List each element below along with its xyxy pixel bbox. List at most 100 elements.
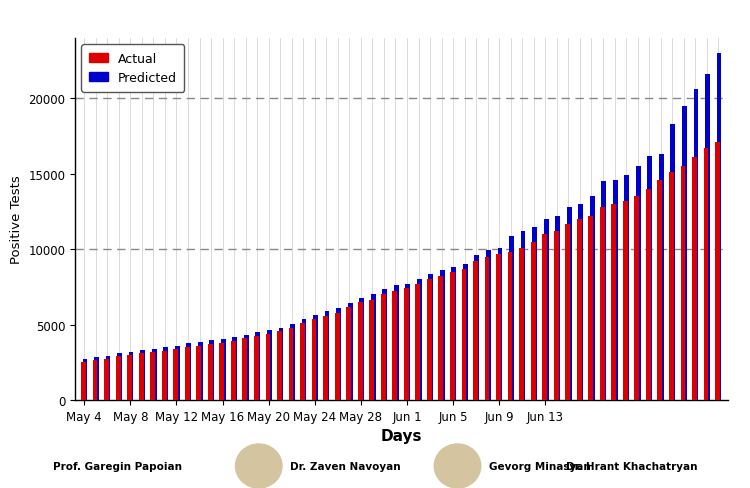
Bar: [325, 311, 329, 400]
X-axis label: Days: Days: [380, 428, 422, 444]
Bar: [484, 257, 490, 400]
Bar: [139, 353, 143, 400]
Bar: [277, 332, 282, 400]
Bar: [336, 308, 341, 400]
Bar: [302, 319, 307, 400]
Bar: [162, 351, 166, 400]
Bar: [117, 353, 122, 400]
Bar: [566, 224, 570, 400]
Text: team: team: [245, 458, 265, 464]
Bar: [313, 315, 318, 400]
Bar: [577, 220, 582, 400]
Bar: [496, 255, 501, 400]
Bar: [602, 182, 606, 400]
Bar: [164, 347, 168, 400]
Bar: [658, 181, 662, 400]
Bar: [370, 295, 376, 400]
Bar: [267, 330, 272, 400]
Bar: [461, 269, 466, 400]
Bar: [716, 143, 720, 400]
Bar: [256, 332, 260, 400]
Bar: [519, 248, 524, 400]
Bar: [508, 253, 512, 400]
Bar: [334, 313, 340, 400]
Bar: [242, 339, 248, 400]
Bar: [417, 280, 422, 400]
Bar: [428, 275, 433, 400]
Bar: [486, 250, 490, 400]
Bar: [81, 363, 86, 400]
Bar: [680, 167, 686, 400]
Bar: [278, 328, 284, 400]
Bar: [266, 334, 270, 400]
Bar: [94, 357, 99, 400]
Bar: [208, 345, 213, 400]
Bar: [289, 329, 293, 400]
Bar: [636, 167, 640, 400]
Text: Prof. Garegin Papoian: Prof. Garegin Papoian: [53, 461, 182, 471]
Bar: [346, 307, 351, 400]
Bar: [231, 342, 236, 400]
Bar: [531, 242, 536, 400]
Bar: [106, 356, 110, 400]
Bar: [611, 204, 616, 400]
Bar: [369, 301, 374, 400]
Bar: [300, 324, 305, 400]
Bar: [509, 236, 514, 400]
Bar: [104, 359, 109, 400]
Text: :: :: [254, 469, 257, 475]
Bar: [116, 357, 121, 400]
Bar: [150, 352, 155, 400]
Bar: [232, 338, 237, 400]
Bar: [554, 232, 559, 400]
Bar: [682, 107, 687, 400]
Bar: [623, 202, 628, 400]
Bar: [358, 303, 362, 400]
Bar: [542, 235, 547, 400]
Bar: [520, 232, 526, 400]
Bar: [382, 289, 387, 400]
Bar: [440, 271, 445, 400]
Text: Dr. Zaven Navoyan: Dr. Zaven Navoyan: [290, 461, 400, 471]
Bar: [613, 181, 618, 400]
Bar: [659, 155, 664, 400]
Bar: [532, 227, 537, 400]
Bar: [254, 336, 259, 400]
Bar: [647, 156, 652, 400]
Bar: [405, 285, 410, 400]
Bar: [427, 280, 432, 400]
Bar: [184, 347, 190, 400]
Bar: [588, 217, 593, 400]
Y-axis label: Positive Tests: Positive Tests: [10, 175, 22, 264]
Bar: [634, 197, 639, 400]
Bar: [669, 173, 674, 400]
Bar: [452, 268, 456, 400]
Text: team: team: [444, 458, 464, 464]
Bar: [359, 299, 364, 400]
Bar: [404, 289, 409, 400]
Bar: [544, 220, 548, 400]
Bar: [705, 75, 710, 400]
Bar: [92, 360, 98, 400]
Bar: [473, 262, 478, 400]
Bar: [624, 176, 629, 400]
Bar: [590, 197, 595, 400]
Bar: [323, 316, 328, 400]
Bar: [463, 265, 468, 400]
Bar: [196, 346, 201, 400]
Text: Gevorg Minasyan: Gevorg Minasyan: [489, 461, 591, 471]
Bar: [128, 355, 132, 400]
Bar: [555, 217, 560, 400]
Legend: Actual, Predicted: Actual, Predicted: [81, 45, 184, 92]
Bar: [716, 54, 722, 400]
Bar: [220, 339, 226, 400]
Bar: [244, 335, 249, 400]
Bar: [392, 292, 398, 400]
Bar: [394, 286, 399, 400]
Bar: [348, 303, 352, 400]
Bar: [694, 90, 698, 400]
Bar: [209, 341, 214, 400]
Bar: [475, 256, 479, 400]
Text: :: :: [452, 469, 455, 475]
Bar: [381, 295, 386, 400]
